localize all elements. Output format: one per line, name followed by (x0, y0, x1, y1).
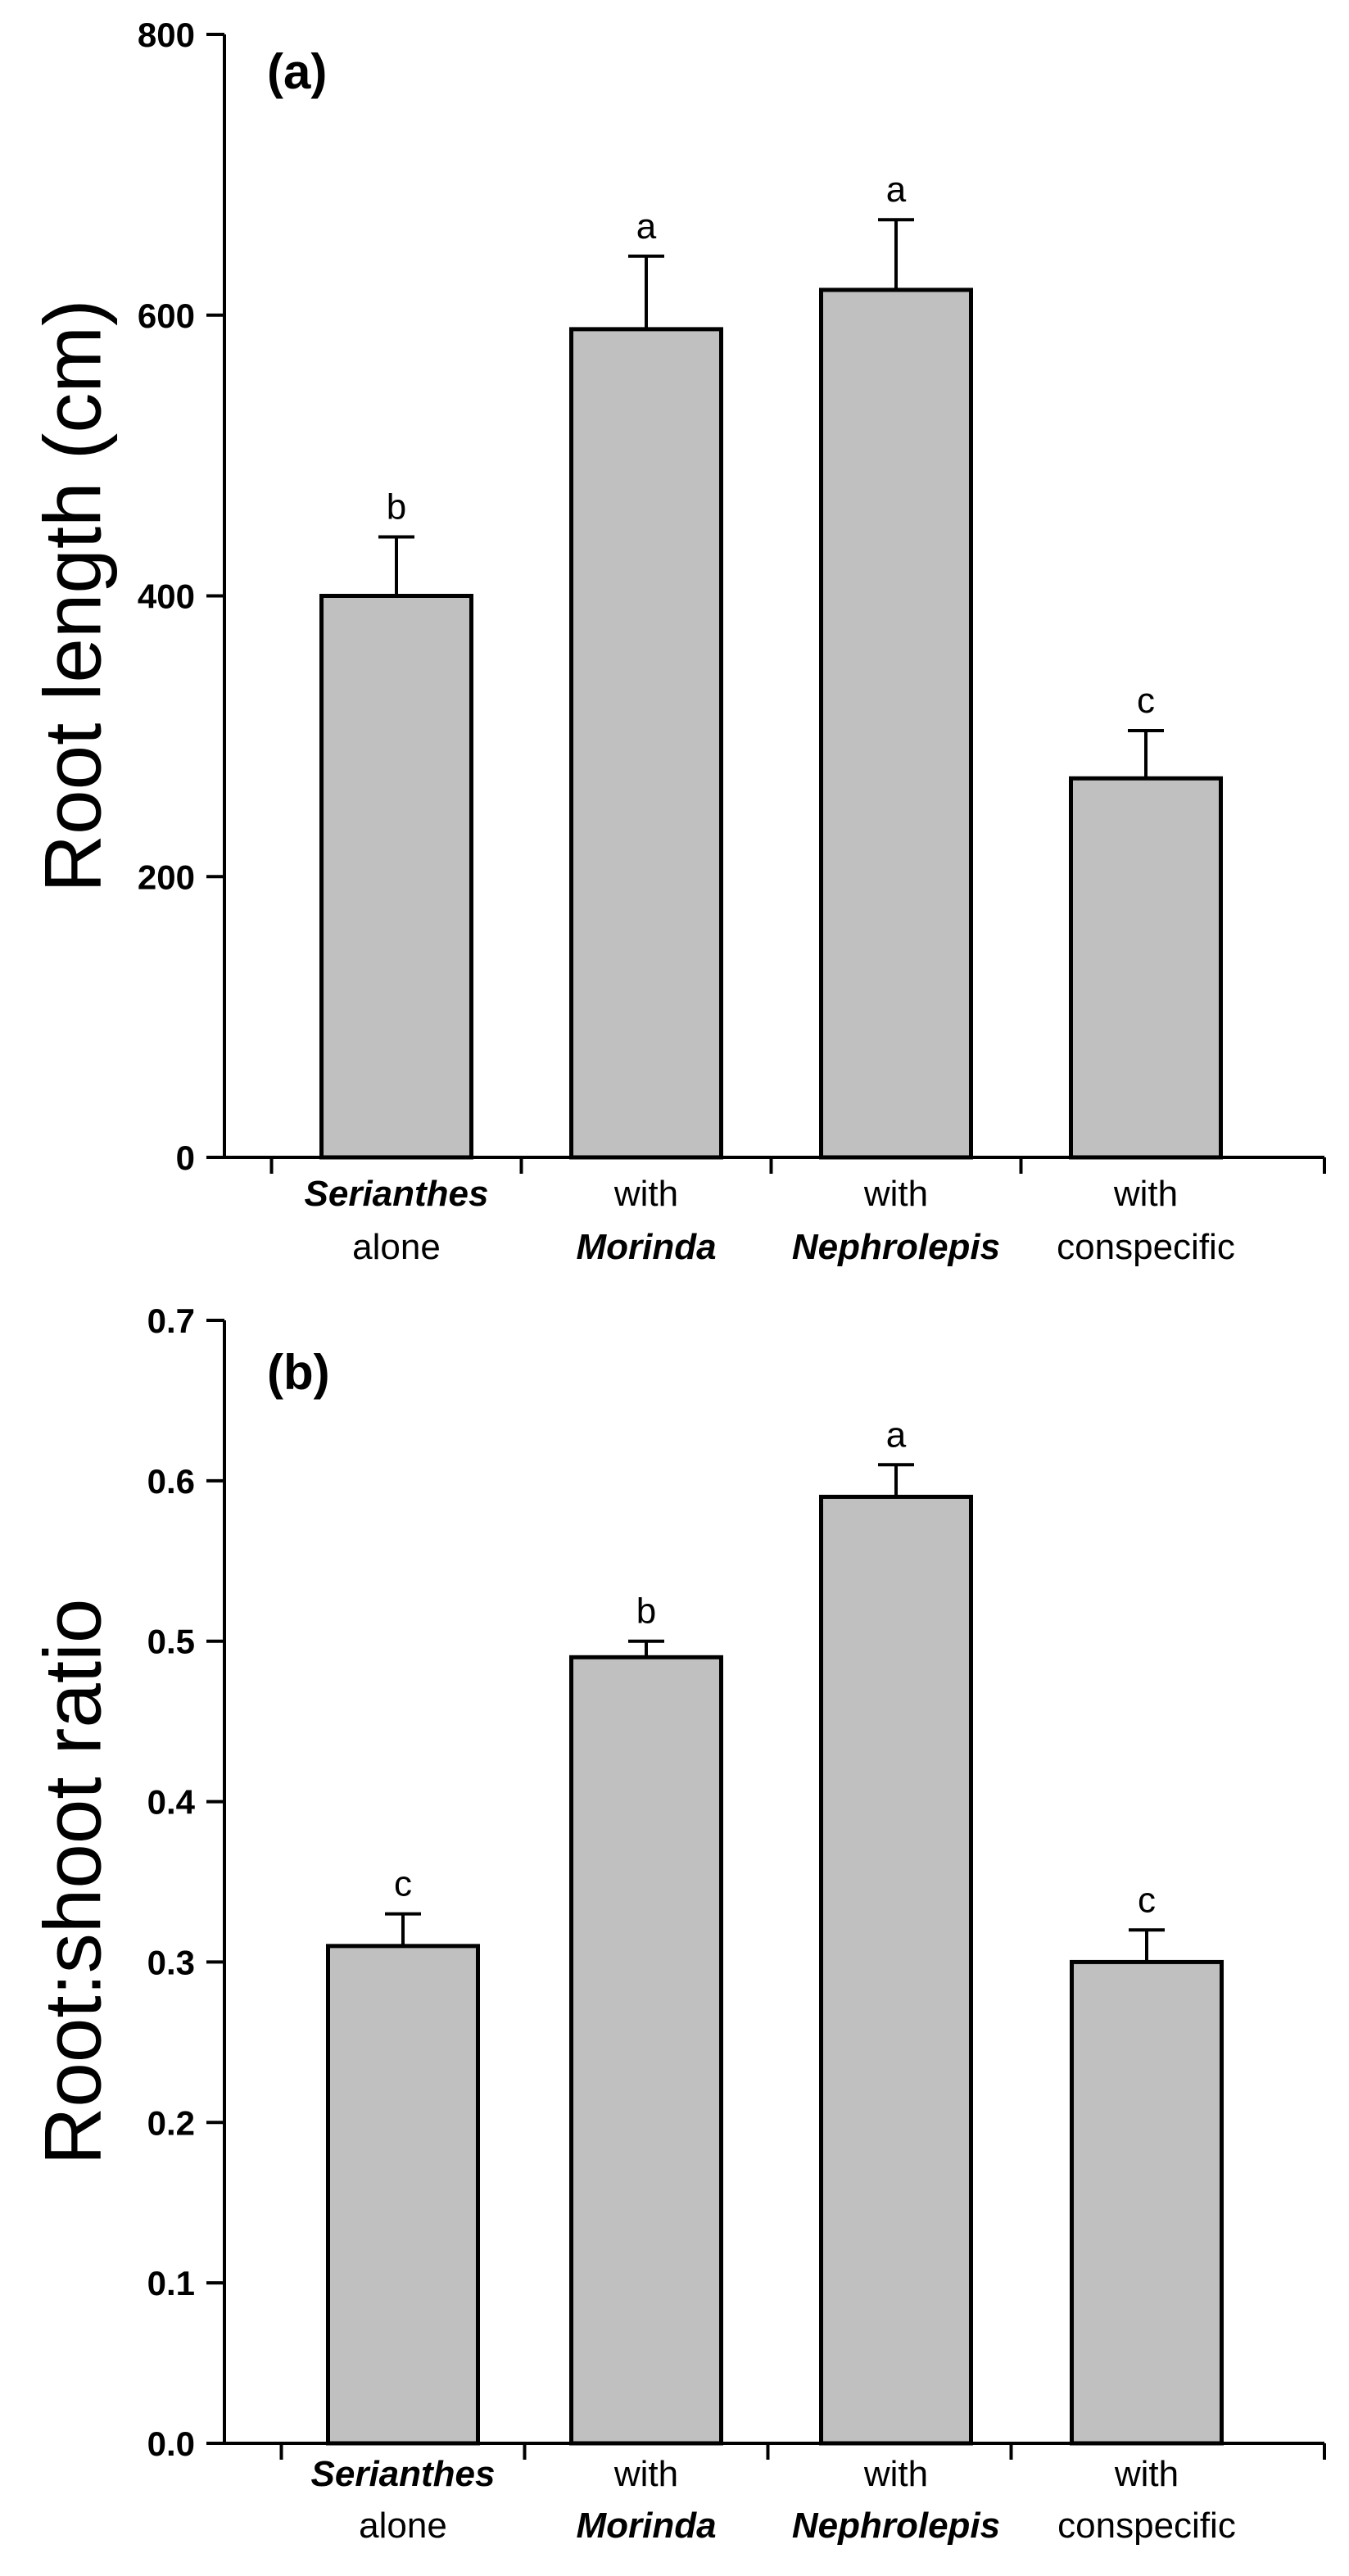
chart-panel-b: 0.0 0.1 0.2 0.3 0.4 0.5 0.6 0.7 c Serianthes alone… (27, 1302, 1326, 2546)
x-category-label-line1: Serianthes (311, 2454, 496, 2494)
significance-letter: b (636, 1591, 656, 1632)
significance-letter: c (394, 1864, 412, 1904)
x-category-label-line1: with (613, 1174, 678, 1214)
y-tick-label: 0.0 (147, 2424, 195, 2463)
y-tick-label: 0.4 (147, 1783, 196, 1822)
x-category-label-line1: with (1113, 1174, 1178, 1214)
bar (819, 287, 973, 1160)
bar (1069, 776, 1223, 1160)
x-category-label-line1: with (1114, 2454, 1179, 2494)
x-category-label-line2: alone (359, 2506, 447, 2546)
x-category-label-line2: Morinda (576, 1227, 716, 1267)
y-tick-label: 0.3 (147, 1943, 195, 1981)
x-category-label-line2: alone (352, 1227, 441, 1267)
y-tick-label: 800 (138, 16, 195, 54)
bar (569, 1655, 723, 2446)
x-category-label-line1: with (863, 2454, 928, 2494)
bar (326, 1944, 480, 2446)
significance-letter: c (1137, 681, 1155, 721)
x-category-label-line2: Nephrolepis (792, 1227, 1000, 1267)
panel-label: (a) (267, 44, 327, 99)
y-tick-label: 0.7 (147, 1302, 195, 1340)
y-tick-label: 0 (176, 1139, 195, 1177)
bar (319, 594, 473, 1160)
y-tick-label: 400 (138, 577, 195, 616)
significance-letter: a (636, 206, 657, 247)
y-tick-label: 0.1 (147, 2264, 195, 2302)
x-category-label-line1: with (863, 1174, 928, 1214)
chart-panel-a: 0 200 400 600 800 b Serianthes alone a with Morind… (27, 16, 1326, 1267)
significance-letter: a (886, 1415, 907, 1455)
x-category-label-line1: Serianthes (305, 1174, 489, 1214)
x-category-label-line2: conspecific (1057, 2506, 1236, 2546)
x-category-label-line2: conspecific (1057, 1227, 1235, 1267)
bar (1070, 1959, 1224, 2446)
x-category-label-line2: Morinda (576, 2506, 716, 2546)
significance-letter: b (387, 487, 406, 527)
y-tick-label: 0.2 (147, 2103, 195, 2142)
panel-label: (b) (267, 1345, 330, 1400)
y-axis-title: Root:shoot ratio (27, 1599, 117, 2166)
bar (819, 1494, 973, 2446)
bar (569, 327, 723, 1160)
y-tick-label: 0.6 (147, 1462, 195, 1501)
x-category-label-line1: with (613, 2454, 678, 2494)
y-tick-label: 200 (138, 858, 195, 896)
significance-letter: c (1138, 1880, 1156, 1920)
significance-letter: a (886, 170, 907, 210)
x-category-label-line2: Nephrolepis (792, 2506, 1000, 2546)
y-axis-title: Root length (cm) (27, 299, 117, 892)
y-tick-label: 600 (138, 297, 195, 335)
y-tick-label: 0.5 (147, 1623, 195, 1661)
